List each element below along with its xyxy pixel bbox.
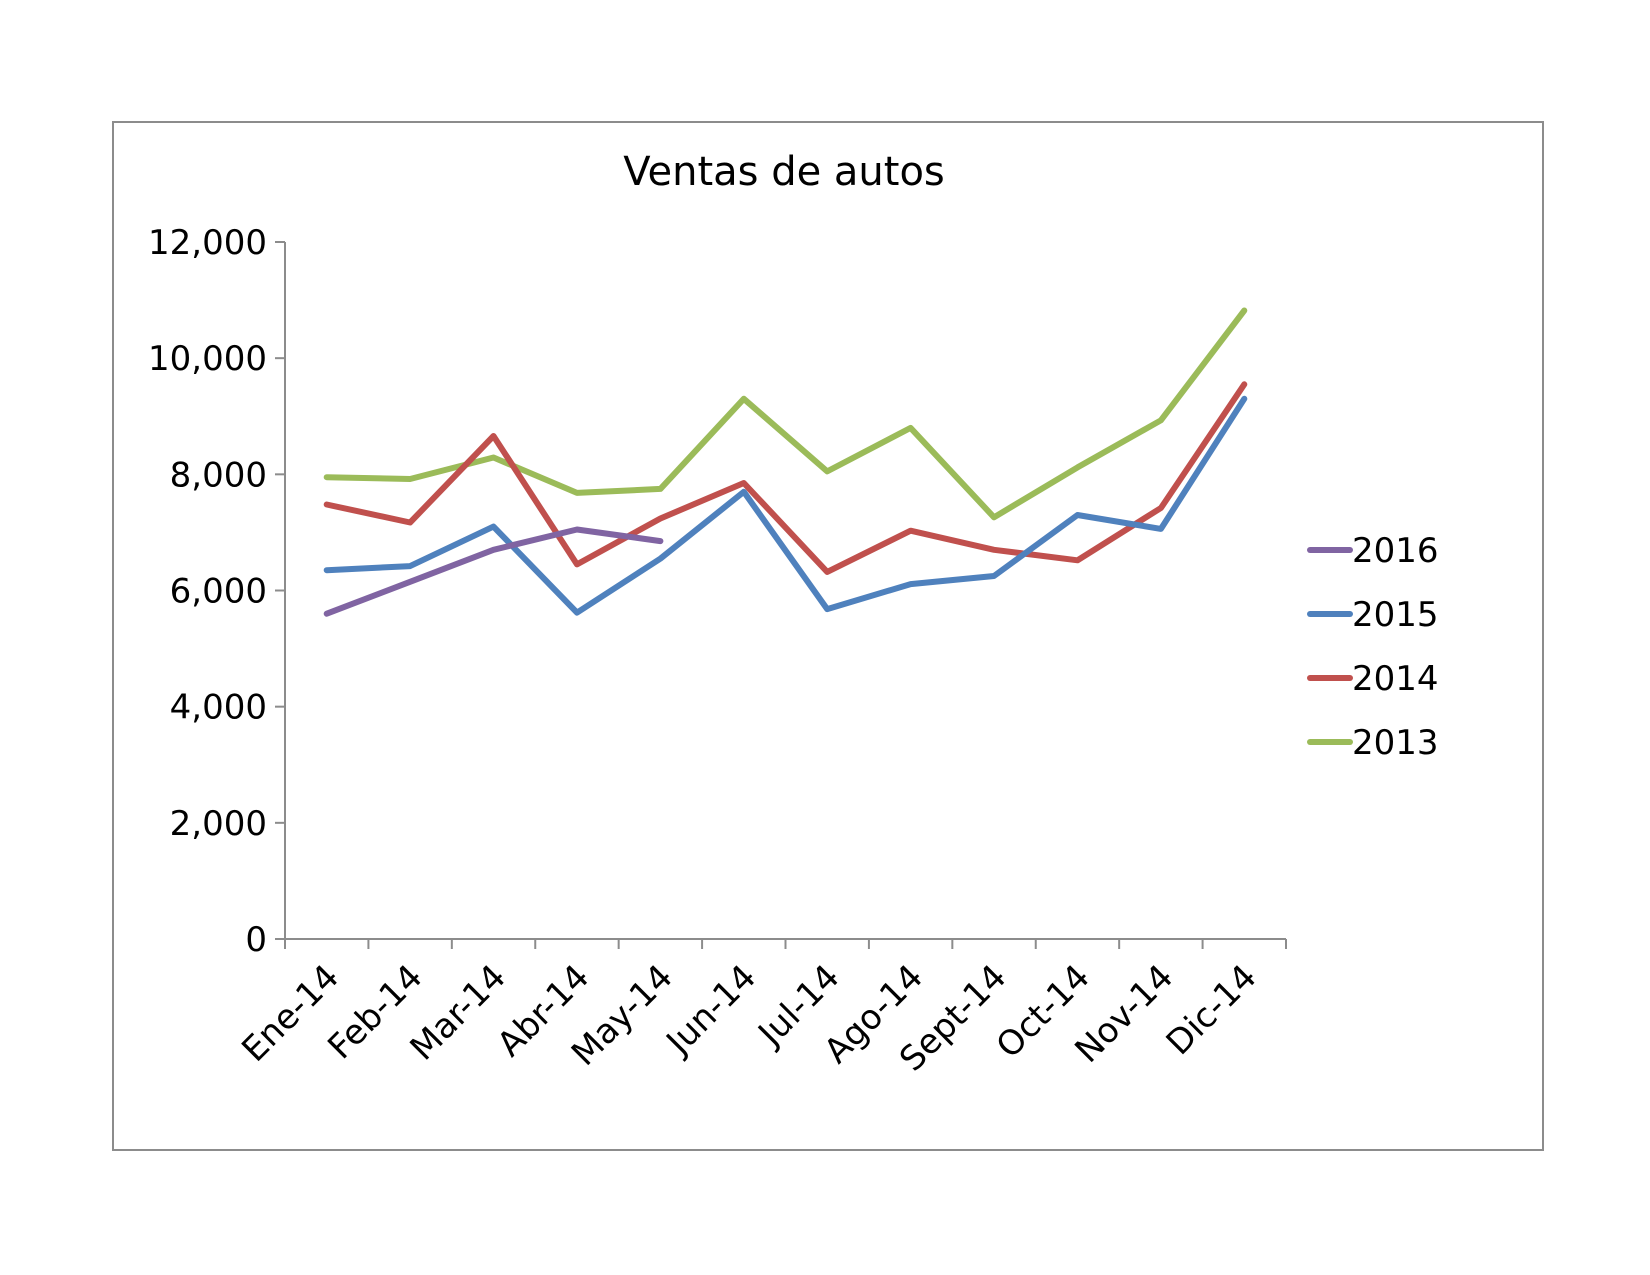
legend-label-2015: 2015: [1352, 595, 1439, 635]
x-tick-label: Mar-14: [403, 957, 514, 1068]
legend-label-2014: 2014: [1352, 659, 1439, 699]
legend: 2016 2015 2014 2013: [1307, 531, 1439, 763]
legend-label-2013: 2013: [1352, 723, 1439, 763]
chart-title: Ventas de autos: [623, 149, 945, 195]
series-lines: [323, 307, 1248, 617]
x-tick-label: Dic-14: [1159, 957, 1265, 1063]
y-tick-label: 12,000: [148, 223, 267, 263]
y-tick-label: 2,000: [170, 804, 267, 844]
series-line-2015: [323, 395, 1248, 616]
y-tick-label: 0: [245, 920, 267, 960]
chart-frame: Ventas de autos 0 2,000 4,000 6,000 8,000 10,…: [112, 121, 1544, 1151]
legend-label-2016: 2016: [1352, 531, 1439, 571]
y-tick-label: 6,000: [170, 572, 267, 612]
series-line-2014: [323, 381, 1248, 575]
series-line-2013: [323, 307, 1248, 521]
y-tick-label: 10,000: [148, 339, 267, 379]
series-line-2016: [323, 526, 664, 617]
x-tick-label: Jun-14: [658, 957, 765, 1064]
y-tick-label: 4,000: [170, 688, 267, 728]
axes: 02,0004,0006,0008,00010,00012,000Ene-14F…: [148, 223, 1287, 1079]
chart-canvas: Ventas de autos 0 2,000 4,000 6,000 8,000 10,…: [148, 149, 1439, 1079]
x-tick-label: Ene-14: [234, 957, 347, 1070]
y-tick-label: 8,000: [170, 455, 267, 495]
